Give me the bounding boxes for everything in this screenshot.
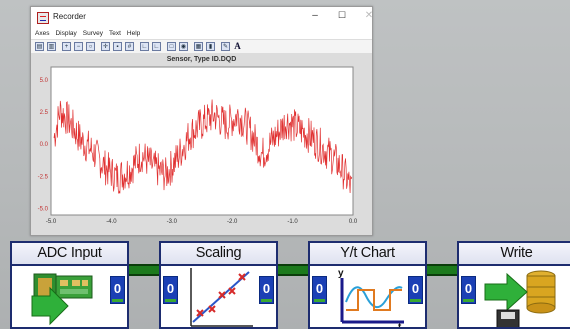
signal-series-line <box>53 99 353 194</box>
svg-text:t: t <box>398 322 402 329</box>
bar-icon[interactable]: ▮ <box>206 42 215 51</box>
y-tick-label: 0.0 <box>40 142 49 148</box>
minimize-button[interactable]: – <box>312 10 318 21</box>
x-tick-label: -1.0 <box>287 219 298 225</box>
zoom-icon[interactable]: ○ <box>86 42 95 51</box>
menu-bar: Axes Display Survey Text Help <box>31 28 372 39</box>
line-chart: 5.0 2.5 0.0 -2.5 -5.0 -5.0 -4.0 -3.0 -2.0 -1.0 0.0 <box>38 66 358 225</box>
menu-display[interactable]: Display <box>55 30 77 37</box>
block-write[interactable]: Write 0 <box>457 241 570 329</box>
grid-icon[interactable]: # <box>125 42 134 51</box>
yt-chart-icon: y t <box>338 268 404 329</box>
chart-title: Sensor, Type ID.DQD <box>166 56 237 63</box>
zoom-in-icon[interactable]: + <box>62 42 71 51</box>
menu-help[interactable]: Help <box>126 30 141 37</box>
connector-2 <box>276 264 311 276</box>
chart-area: Sensor, Type ID.DQD 5.0 2.5 0.0 -2.5 -5.0 -5.… <box>31 53 372 235</box>
input-port[interactable]: 0 <box>312 276 327 304</box>
svg-text:y: y <box>338 268 344 279</box>
cursor-icon[interactable]: ✛ <box>101 42 110 51</box>
output-port[interactable]: 0 <box>408 276 423 304</box>
menu-text[interactable]: Text <box>109 30 121 37</box>
block-title: Y/t Chart <box>310 243 425 266</box>
toolbar: ▤ ▥ + − ○ ✛ ▪ # ∟ ∟ □ ◉ ▦ ▮ ✎ A <box>31 39 372 54</box>
block-title: Write <box>459 243 570 266</box>
layout2-icon[interactable]: ▥ <box>47 42 56 51</box>
maximize-button[interactable]: ☐ <box>337 10 347 20</box>
menu-axes[interactable]: Axes <box>35 30 50 37</box>
adc-card-arrow-icon <box>31 273 93 326</box>
x-tick-label: -4.0 <box>106 219 117 225</box>
output-port[interactable]: 0 <box>110 276 125 304</box>
block-scaling[interactable]: Scaling 0 0 <box>159 241 278 329</box>
plot-background <box>50 66 354 216</box>
input-port[interactable]: 0 <box>163 276 178 304</box>
title-bar: Recorder – ☐ ✕ <box>31 7 373 28</box>
zoom-out-icon[interactable]: − <box>74 42 83 51</box>
write-database-icon <box>484 270 556 327</box>
text-icon[interactable]: A <box>234 41 241 51</box>
x-tick-label: -3.0 <box>167 219 178 225</box>
recorder-window: Recorder – ☐ ✕ Axes Display Survey Text … <box>30 6 373 236</box>
input-port[interactable]: 0 <box>461 276 476 304</box>
layout-icon[interactable]: ▤ <box>35 42 44 51</box>
scaling-plot-icon <box>190 268 253 327</box>
x-tick-label: 0.0 <box>349 219 358 225</box>
output-port[interactable]: 0 <box>259 276 274 304</box>
x-tick-label: -2.0 <box>227 219 238 225</box>
block-title: Scaling <box>161 243 276 266</box>
window-title: Recorder <box>53 12 86 21</box>
y-tick-label: -2.5 <box>38 174 49 180</box>
save-icon[interactable]: ▪ <box>113 42 122 51</box>
connector-3 <box>425 264 460 276</box>
menu-survey[interactable]: Survey <box>82 30 103 37</box>
axis-icon[interactable]: ∟ <box>140 42 149 51</box>
x-tick-label: -5.0 <box>46 219 57 225</box>
block-adc-input[interactable]: ADC Input 0 <box>10 241 129 329</box>
close-button[interactable]: ✕ <box>364 10 374 21</box>
copy-icon[interactable]: □ <box>167 42 176 51</box>
y-tick-label: 2.5 <box>40 110 49 116</box>
camera-icon[interactable]: ◉ <box>179 42 188 51</box>
y-tick-label: 5.0 <box>40 78 49 84</box>
y-tick-label: -5.0 <box>38 207 49 213</box>
connector-1 <box>127 264 162 276</box>
block-title: ADC Input <box>12 243 127 266</box>
pen-icon[interactable]: ✎ <box>221 42 230 51</box>
table-icon[interactable]: ▦ <box>194 42 203 51</box>
axis2-icon[interactable]: ∟ <box>152 42 161 51</box>
recorder-app-icon <box>37 12 49 24</box>
block-yt-chart[interactable]: Y/t Chart 0 y t 0 <box>308 241 427 329</box>
